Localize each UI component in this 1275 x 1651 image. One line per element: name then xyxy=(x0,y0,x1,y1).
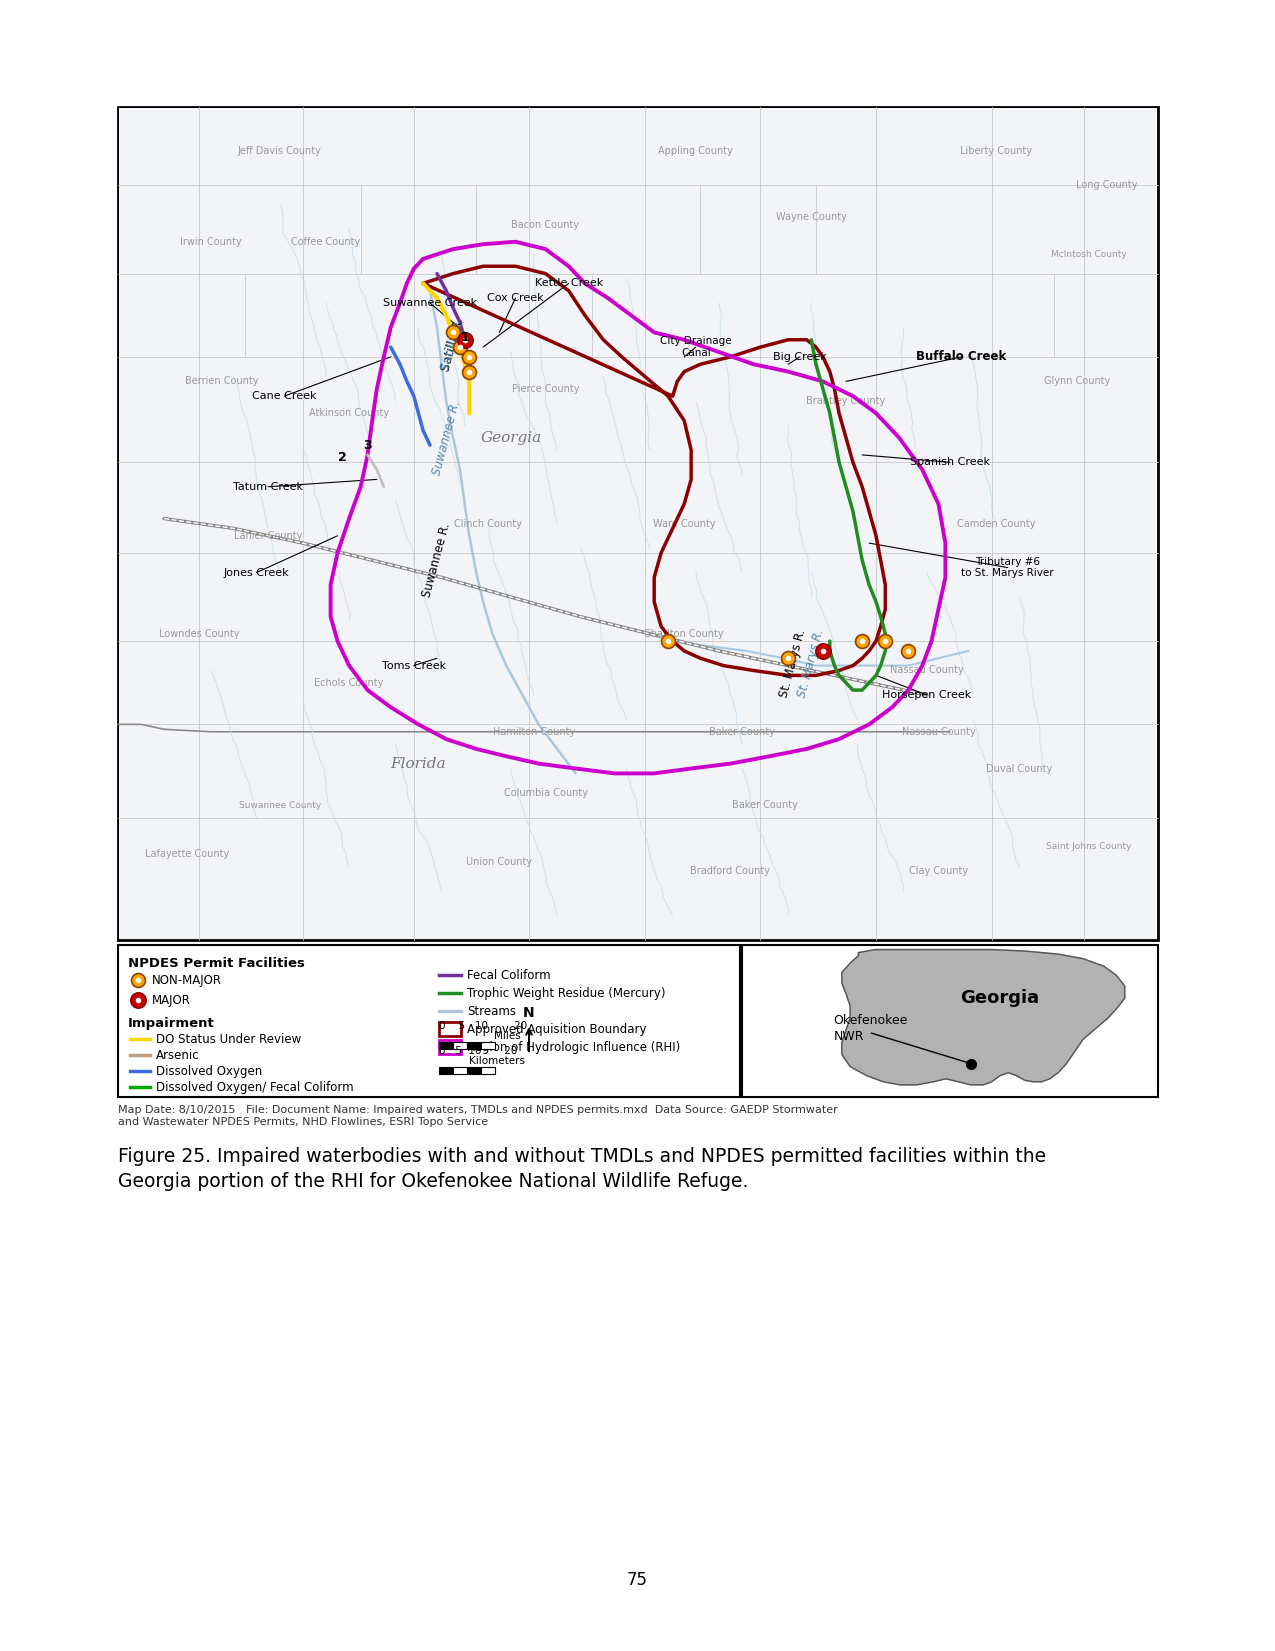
Text: Appling County: Appling County xyxy=(658,145,733,157)
Bar xyxy=(439,1067,453,1075)
Text: Buffalo Creek: Buffalo Creek xyxy=(917,350,1007,363)
Text: Pierce County: Pierce County xyxy=(511,383,579,393)
Text: Dissolved Oxygen: Dissolved Oxygen xyxy=(156,1065,263,1078)
Text: Bacon County: Bacon County xyxy=(511,220,580,229)
Bar xyxy=(453,1042,467,1048)
Text: Suwannee Creek: Suwannee Creek xyxy=(382,297,477,309)
Bar xyxy=(481,1067,495,1075)
Text: DO Status Under Review: DO Status Under Review xyxy=(156,1032,301,1045)
Text: Nassau County: Nassau County xyxy=(901,726,975,736)
Text: Echols County: Echols County xyxy=(315,679,384,688)
Text: Suwannee County: Suwannee County xyxy=(238,801,321,809)
Bar xyxy=(742,944,1158,1096)
Bar xyxy=(453,1067,467,1075)
Bar xyxy=(439,1042,453,1048)
Text: Georgia: Georgia xyxy=(481,431,542,444)
Text: Lowndes County: Lowndes County xyxy=(158,629,240,639)
Text: N: N xyxy=(523,1005,534,1020)
Bar xyxy=(467,1067,481,1075)
Text: Tatum Creek: Tatum Creek xyxy=(233,482,303,492)
Text: Kettle Creek: Kettle Creek xyxy=(534,279,603,289)
Text: Streams: Streams xyxy=(467,1004,516,1017)
Text: Fecal Coliform: Fecal Coliform xyxy=(467,969,551,981)
Text: Charlton County: Charlton County xyxy=(644,629,724,639)
Text: 3: 3 xyxy=(363,439,372,452)
Text: Glynn County: Glynn County xyxy=(1044,376,1111,386)
Text: Atkinson County: Atkinson County xyxy=(309,408,389,418)
Text: Georgia: Georgia xyxy=(960,989,1039,1007)
Text: Hamilton County: Hamilton County xyxy=(493,726,575,736)
Text: Duval County: Duval County xyxy=(986,763,1052,774)
Text: Cox Creek: Cox Creek xyxy=(487,294,544,304)
Text: Coffee County: Coffee County xyxy=(292,236,361,246)
Text: Satilla R.: Satilla R. xyxy=(440,317,467,373)
Text: Nassau County: Nassau County xyxy=(890,665,964,675)
Text: Impairment: Impairment xyxy=(128,1017,214,1030)
Text: Camden County: Camden County xyxy=(958,518,1035,528)
Text: 75: 75 xyxy=(627,1572,648,1588)
Text: Figure 25. Impaired waterbodies with and without TMDLs and NPDES permitted facil: Figure 25. Impaired waterbodies with and… xyxy=(119,1147,1046,1190)
Bar xyxy=(119,944,740,1096)
Text: Region of Hydrologic Influence (RHI): Region of Hydrologic Influence (RHI) xyxy=(467,1040,681,1053)
Text: Suwannee R.: Suwannee R. xyxy=(421,522,453,599)
Text: Clay County: Clay County xyxy=(909,867,968,877)
Text: Jeff Davis County: Jeff Davis County xyxy=(238,145,321,157)
Bar xyxy=(481,1042,495,1048)
Text: Tributary #6
to St. Marys River: Tributary #6 to St. Marys River xyxy=(961,556,1054,578)
Text: Lafayette County: Lafayette County xyxy=(145,849,230,859)
Bar xyxy=(439,1040,462,1053)
Text: 2: 2 xyxy=(338,451,347,464)
Text: 1: 1 xyxy=(460,330,469,343)
Bar xyxy=(119,107,1158,939)
Text: Toms Creek: Toms Creek xyxy=(381,660,446,670)
Text: Suwannee R.: Suwannee R. xyxy=(430,400,463,477)
Text: MAJOR: MAJOR xyxy=(152,994,191,1007)
Text: 0   5  10       20: 0 5 10 20 xyxy=(439,1047,518,1057)
Text: Jones Creek: Jones Creek xyxy=(224,568,289,578)
Text: Satilla R.: Satilla R. xyxy=(439,317,468,373)
Text: Okefenokee
NWR: Okefenokee NWR xyxy=(834,1014,908,1043)
Text: Dissolved Oxygen/ Fecal Coliform: Dissolved Oxygen/ Fecal Coliform xyxy=(156,1080,353,1093)
Polygon shape xyxy=(842,949,1125,1085)
Text: Bradford County: Bradford County xyxy=(691,867,770,877)
Text: Kilometers: Kilometers xyxy=(469,1057,525,1067)
Text: NPDES Permit Facilities: NPDES Permit Facilities xyxy=(128,958,305,971)
Bar xyxy=(439,1022,462,1035)
Text: Map Date: 8/10/2015   File: Document Name: Impaired waters, TMDLs and NPDES perm: Map Date: 8/10/2015 File: Document Name:… xyxy=(119,1105,838,1126)
Text: Miles: Miles xyxy=(493,1030,520,1042)
Text: Irwin County: Irwin County xyxy=(180,236,241,246)
Text: St. Marys R.: St. Marys R. xyxy=(778,627,808,698)
Text: Spanish Creek: Spanish Creek xyxy=(910,457,989,467)
Text: Horsepen Creek: Horsepen Creek xyxy=(882,690,972,700)
Text: Wayne County: Wayne County xyxy=(776,213,847,223)
Text: Union County: Union County xyxy=(467,857,533,867)
Text: Ware County: Ware County xyxy=(653,518,715,528)
Text: Florida: Florida xyxy=(390,756,446,771)
Text: Approved Aquisition Boundary: Approved Aquisition Boundary xyxy=(467,1022,646,1035)
Text: Baker County: Baker County xyxy=(709,726,775,736)
Text: NON-MAJOR: NON-MAJOR xyxy=(152,974,222,987)
Text: Baker County: Baker County xyxy=(732,801,798,811)
Text: Liberty County: Liberty County xyxy=(960,145,1033,157)
Text: St. Marys R.: St. Marys R. xyxy=(796,627,826,698)
Bar xyxy=(467,1042,481,1048)
Text: Saint Johns County: Saint Johns County xyxy=(1046,842,1131,852)
Bar xyxy=(119,107,1156,939)
Text: Brantley County: Brantley County xyxy=(806,396,886,406)
Text: Clinch County: Clinch County xyxy=(454,518,521,528)
Text: City Drainage
Canal: City Drainage Canal xyxy=(660,337,732,358)
Text: Columbia County: Columbia County xyxy=(504,788,588,797)
Text: Arsenic: Arsenic xyxy=(156,1048,200,1062)
Text: Trophic Weight Residue (Mercury): Trophic Weight Residue (Mercury) xyxy=(467,987,666,999)
Text: McIntosh County: McIntosh County xyxy=(1051,249,1127,259)
Text: Long County: Long County xyxy=(1076,180,1137,190)
Text: 0    5   10        20: 0 5 10 20 xyxy=(439,1020,527,1030)
Text: Cane Creek: Cane Creek xyxy=(252,391,316,401)
Text: Big Creek: Big Creek xyxy=(773,352,826,362)
Text: Lanier County: Lanier County xyxy=(235,530,302,542)
Text: Berrien County: Berrien County xyxy=(185,376,259,386)
